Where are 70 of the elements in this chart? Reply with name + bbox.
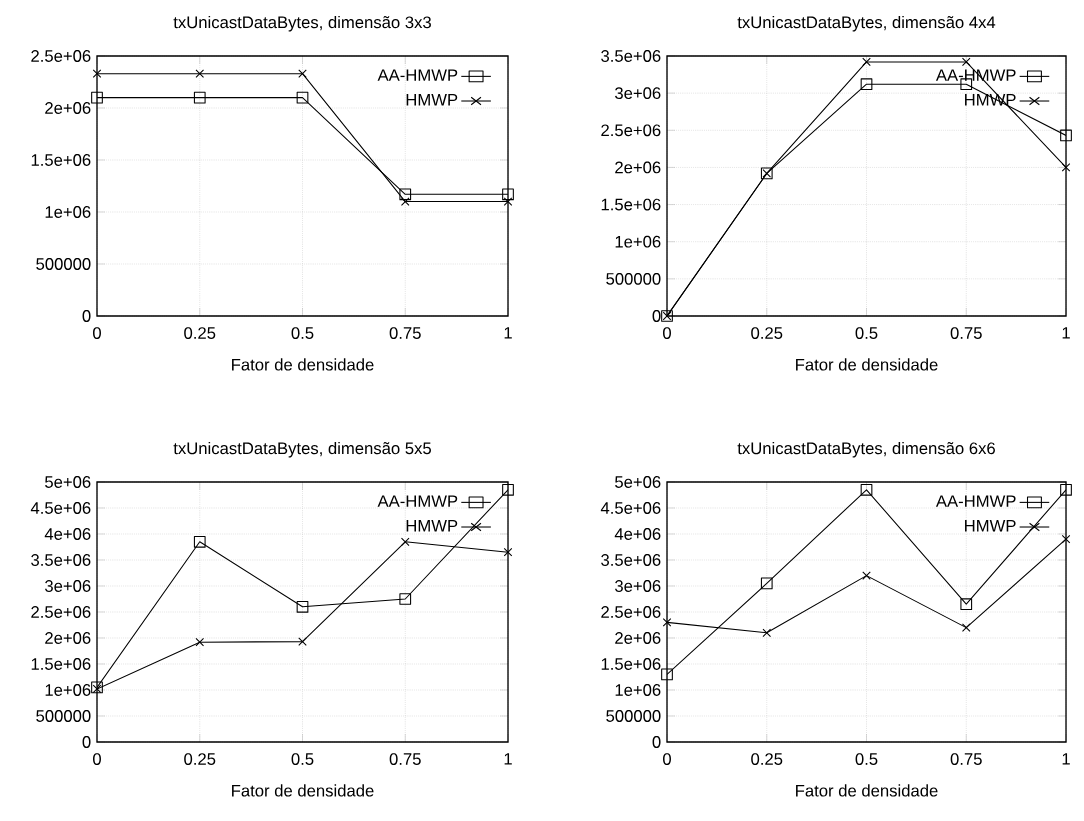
y-tick-label: 500000 [606,710,661,722]
x-tick-label: 0.5 [291,753,314,765]
y-tick-label: 500000 [36,710,91,722]
x-tick-label: 0.5 [855,753,878,765]
x-tick-label: 1 [504,753,512,765]
y-tick-label: 0 [82,736,91,748]
y-tick-label: 5e+06 [615,476,661,488]
legend-label: AA-HMWP [377,495,458,507]
x-tick-label: 0 [663,753,671,765]
x-tick-label: 0.25 [751,327,783,339]
y-tick-label: 1e+06 [45,684,91,696]
y-tick-label: 5e+06 [45,476,91,488]
y-tick-label: 2e+06 [615,161,661,174]
y-tick-label: 3e+06 [45,580,91,592]
y-tick-label: 3e+06 [615,87,661,100]
y-tick-label: 1.5e+06 [31,658,91,670]
x-tick-label: 0.25 [751,753,783,765]
y-tick-label: 1e+06 [45,206,91,218]
x-tick-label: 1 [1062,753,1070,765]
y-tick-label: 2e+06 [45,632,91,644]
y-tick-label: 3.5e+06 [601,50,661,62]
y-tick-label: 2.5e+06 [601,124,661,137]
y-tick-label: 1.5e+06 [31,154,91,166]
x-tick-label: 0.5 [855,327,878,339]
x-tick-label: 0 [93,753,101,765]
y-tick-label: 0 [652,736,661,748]
x-axis-title: Fator de densidade [232,784,374,797]
y-tick-label: 500000 [36,258,91,270]
y-tick-label: 3e+06 [615,580,661,592]
y-tick-label: 500000 [606,272,661,285]
x-tick-label: 0 [663,327,671,339]
x-axis-title: Fator de densidade [796,784,938,797]
y-tick-label: 4.5e+06 [600,502,661,514]
y-tick-label: 2.5e+06 [601,606,661,618]
chart-title: txUnicastDataBytes, dimensão 3x3 [173,15,431,32]
chart-title: txUnicastDataBytes, dimensão 4x4 [737,15,996,32]
x-tick-label: 1 [1062,327,1070,339]
x-tick-label: 0.75 [950,753,982,765]
y-tick-label: 4e+06 [614,528,661,540]
x-tick-label: 0.25 [184,327,216,339]
x-tick-label: 0 [93,327,101,339]
y-tick-label: 2e+06 [615,632,661,644]
legend-label: AA-HMWP [377,69,458,81]
y-tick-label: 4e+06 [44,528,91,540]
chart-title: txUnicastDataBytes, dimensão 5x5 [173,441,431,458]
x-tick-label: 0.75 [950,327,982,339]
legend-label: HMWP [965,520,1016,532]
y-tick-label: 1e+06 [615,684,661,696]
y-tick-label: 0 [82,310,91,322]
chart-title: txUnicastDataBytes, dimensão 6x6 [737,441,995,458]
y-tick-label: 1e+06 [615,235,661,248]
y-tick-label: 3.5e+06 [31,554,91,566]
y-tick-label: 2e+06 [45,102,91,114]
y-tick-label: 4.5e+06 [30,502,91,514]
y-tick-label: 2.5e+06 [31,606,91,618]
legend-label: AA-HMWP [935,495,1016,507]
legend-label: HMWP [406,94,458,106]
x-tick-label: 1 [504,327,512,339]
x-tick-label: 0.75 [389,327,421,339]
y-tick-label: 0 [652,310,661,322]
x-axis-title: Fator de densidade [796,358,938,371]
y-tick-label: 1.5e+06 [601,198,661,211]
x-axis-title: Fator de densidade [232,358,374,371]
legend-label: HMWP [406,520,458,532]
x-tick-label: 0.5 [291,327,314,339]
y-tick-label: 2.5e+06 [31,50,91,62]
x-tick-label: 0.25 [184,753,216,765]
x-tick-label: 0.75 [389,753,421,765]
y-tick-label: 3.5e+06 [601,554,661,566]
y-tick-label: 1.5e+06 [601,658,661,670]
